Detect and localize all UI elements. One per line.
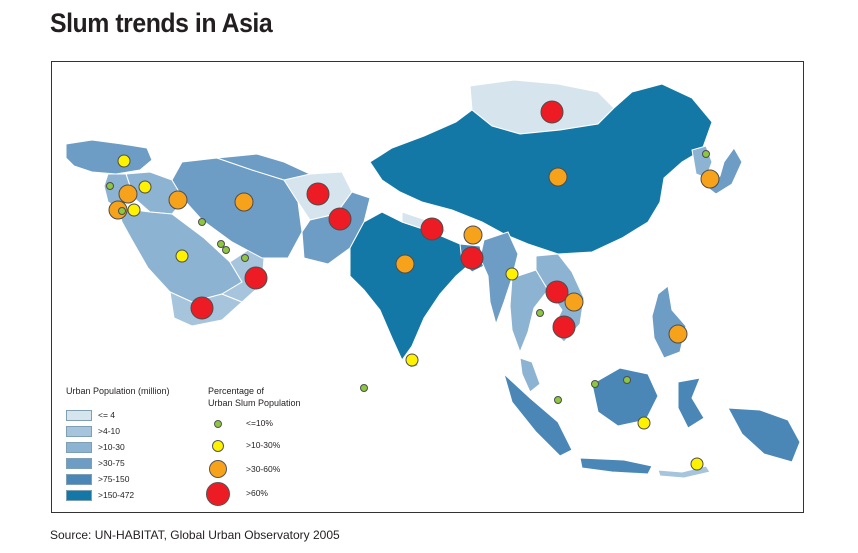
marker-yemen [190,296,214,320]
marker-bangladesh [460,246,484,270]
marker-bahrain [217,240,225,248]
legend-swatch-6 [66,490,92,501]
legend-label-5: >75-150 [98,474,130,484]
marker-china [548,167,568,187]
source-note: Source: UN-HABITAT, Global Urban Observa… [50,528,340,542]
marker-india [395,254,415,274]
region-borneo [591,367,659,427]
region-turkey [65,139,153,175]
marker-indonesia-sulawesi [637,416,651,430]
marker-qatar [222,246,230,254]
region-india [349,211,473,361]
legend-swatch-5 [66,474,92,485]
marker-pakistan-north [328,207,352,231]
marker-laos [545,280,569,304]
marker-singapore [554,396,562,404]
legend-swatch-2 [66,426,92,437]
marker-maldives [360,384,368,392]
marker-bhutan [463,225,483,245]
map-title: Slum trends in Asia [50,8,273,38]
legend-label-3: >10-30 [98,442,125,452]
region-java [579,457,653,475]
legend-label-6: >150-472 [98,490,135,500]
legend-dot-2 [212,440,224,452]
region-china [369,83,713,255]
legend-label-4: >30-75 [98,458,125,468]
marker-cambodia [552,315,576,339]
marker-jordan [127,203,141,217]
legend-dot-label-2: >10-30% [246,440,281,450]
marker-philippines [668,324,688,344]
marker-vietnam [564,292,584,312]
region-philippines [651,285,687,359]
marker-thailand [536,309,544,317]
legend-slum-title-line1: Percentage of [208,386,265,396]
marker-oman [244,266,268,290]
legend-dot-label-4: >60% [246,488,268,498]
legend-dot-label-3: >30-60% [246,464,281,474]
region-sumatra [503,372,573,457]
marker-malaysia [591,380,599,388]
marker-turkey [117,154,131,168]
legend-dot-1 [214,420,222,428]
legend-dot-4 [206,482,230,506]
marker-japan [700,169,720,189]
legend-slum-title-line2: Urban Slum Population [208,398,301,408]
marker-afghanistan [306,182,330,206]
marker-mongolia [540,100,564,124]
marker-syria [118,184,138,204]
legend-dot-3 [209,460,227,478]
legend-swatch-1 [66,410,92,421]
region-malaysia [519,357,541,393]
slum-markers [106,100,720,471]
legend-label-1: <= 4 [98,410,116,420]
region-new-guinea [727,407,801,463]
marker-sri-lanka [405,353,419,367]
marker-cyprus [106,182,114,190]
marker-timor [690,457,704,471]
marker-armenia [138,180,152,194]
marker-uae [241,254,249,262]
asia-map [65,79,801,479]
map-panel: Urban Population (million) <= 4 >4-10 >1… [51,61,804,513]
marker-israel [118,207,126,215]
marker-iraq [168,190,188,210]
region-myanmar [479,231,519,326]
legend-population-title: Urban Population (million) [66,386,170,396]
marker-kuwait [198,218,206,226]
region-sulawesi [677,377,705,429]
legend-swatch-4 [66,458,92,469]
legend-swatch-3 [66,442,92,453]
marker-iran [234,192,254,212]
legend-label-2: >4-10 [98,426,120,436]
legend-dot-label-1: <=10% [246,418,273,428]
marker-brunei [623,376,631,384]
marker-korea [702,150,710,158]
marker-myanmar [505,267,519,281]
marker-saudi [175,249,189,263]
marker-nepal [420,217,444,241]
